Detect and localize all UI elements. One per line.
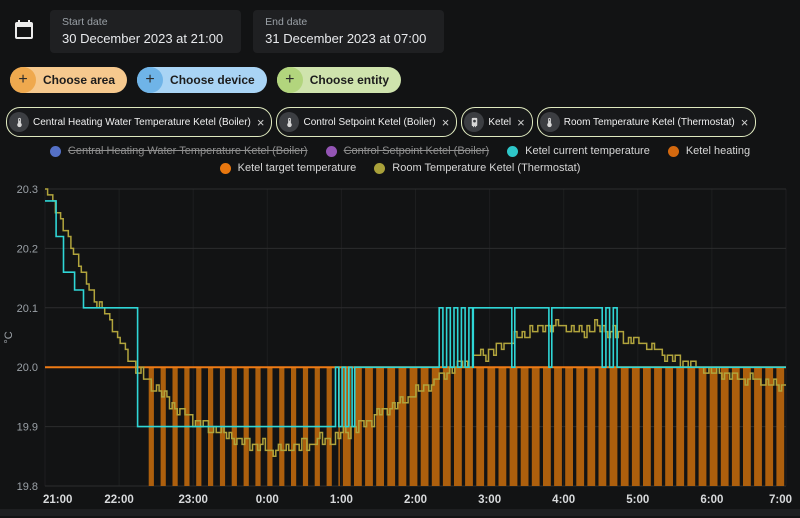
legend-label: Ketel heating [685, 145, 751, 157]
close-icon[interactable]: × [740, 114, 749, 130]
legend-row-2: Ketel target temperature Room Temperature… [0, 162, 800, 174]
legend-item[interactable]: Ketel heating [667, 145, 751, 157]
close-icon[interactable]: × [517, 114, 525, 130]
chart-legend: Central Heating Water Temperature Ketel … [0, 145, 800, 174]
svg-text:1:00: 1:00 [330, 494, 353, 506]
end-date-value: 31 December 2023 at 07:00 [265, 31, 427, 46]
entity-pill-label: Ketel [488, 116, 512, 128]
series-color-dot [325, 145, 337, 157]
svg-text:5:00: 5:00 [626, 494, 649, 506]
svg-text:20.0: 20.0 [17, 362, 38, 374]
legend-item[interactable]: Central Heating Water Temperature Ketel … [49, 145, 308, 157]
picker-chips: + Choose area + Choose device + Choose e… [10, 67, 800, 93]
start-date-field[interactable]: Start date 30 December 2023 at 21:00 [50, 10, 242, 53]
entity-pill[interactable]: Room Temperature Ketel (Thermostat) × [536, 107, 757, 137]
legend-label: Room Temperature Ketel (Thermostat) [392, 162, 581, 174]
svg-text:°C: °C [3, 331, 15, 343]
legend-item[interactable]: Ketel target temperature [219, 162, 357, 174]
choose-entity-button[interactable]: + Choose entity [276, 67, 402, 93]
entity-pill[interactable]: Control Setpoint Ketel (Boiler) × [276, 107, 458, 137]
svg-text:2:00: 2:00 [404, 494, 427, 506]
entity-pill-label: Central Heating Water Temperature Ketel … [33, 116, 251, 128]
svg-text:20.3: 20.3 [17, 184, 38, 196]
svg-text:7:00: 7:00 [769, 494, 792, 506]
calendar-icon [12, 18, 36, 45]
series-color-dot [374, 162, 386, 174]
svg-text:6:00: 6:00 [700, 494, 723, 506]
choose-area-button[interactable]: + Choose area [10, 67, 128, 93]
entity-pill[interactable]: Central Heating Water Temperature Ketel … [6, 107, 273, 137]
calendar-button[interactable] [10, 16, 38, 47]
thermometer-icon [539, 112, 560, 132]
chip-label: Choose entity [309, 73, 390, 87]
plus-icon: + [10, 67, 36, 93]
svg-text:22:00: 22:00 [104, 494, 133, 506]
start-date-label: Start date [62, 16, 108, 28]
end-date-field[interactable]: End date 31 December 2023 at 07:00 [253, 10, 445, 53]
series-color-dot [49, 145, 61, 157]
boiler-icon [464, 112, 485, 132]
svg-text:4:00: 4:00 [552, 494, 575, 506]
thermometer-icon [9, 112, 29, 132]
entity-pill[interactable]: Ketel × [461, 107, 533, 137]
plus-icon: + [276, 67, 303, 93]
legend-label: Control Setpoint Ketel (Boiler) [343, 145, 490, 157]
legend-item[interactable]: Control Setpoint Ketel (Boiler) [325, 145, 490, 157]
history-chart: 20.3 20.2 20.1 20.0 19.9 19.8 21:00 22:00 23:00 0… [0, 179, 800, 518]
svg-text:0:00: 0:00 [256, 494, 279, 506]
legend-item[interactable]: Ketel current temperature [507, 145, 650, 157]
legend-row-1: Central Heating Water Temperature Ketel … [0, 145, 800, 157]
end-date-label: End date [265, 16, 308, 28]
selected-entities: Central Heating Water Temperature Ketel … [6, 107, 800, 137]
chip-label: Choose area [43, 73, 116, 87]
svg-text:19.9: 19.9 [17, 422, 38, 434]
legend-label: Central Heating Water Temperature Ketel … [67, 145, 308, 157]
svg-text:21:00: 21:00 [43, 494, 72, 506]
close-icon[interactable]: × [256, 114, 265, 130]
legend-label: Ketel current temperature [525, 145, 650, 157]
plus-icon: + [137, 67, 164, 93]
svg-text:20.1: 20.1 [17, 303, 38, 315]
entity-pill-label: Room Temperature Ketel (Thermostat) [563, 116, 735, 128]
legend-item[interactable]: Room Temperature Ketel (Thermostat) [374, 162, 580, 174]
svg-text:23:00: 23:00 [178, 494, 207, 506]
date-range-bar: Start date 30 December 2023 at 21:00 End… [0, 0, 800, 53]
svg-text:3:00: 3:00 [478, 494, 501, 506]
horizontal-scrollbar[interactable] [0, 509, 800, 516]
chip-label: Choose device [170, 73, 255, 87]
svg-text:19.8: 19.8 [17, 481, 38, 493]
start-date-value: 30 December 2023 at 21:00 [62, 31, 224, 46]
legend-label: Ketel target temperature [237, 162, 357, 174]
series-color-dot [219, 162, 231, 174]
series-color-dot [667, 145, 679, 157]
choose-device-button[interactable]: + Choose device [137, 67, 267, 93]
svg-text:20.2: 20.2 [17, 243, 38, 255]
history-chart-svg[interactable]: 20.3 20.2 20.1 20.0 19.9 19.8 21:00 22:00 23:00 0… [0, 179, 800, 513]
close-icon[interactable]: × [441, 114, 450, 130]
thermostat-icon [279, 112, 300, 132]
series-color-dot [507, 145, 519, 157]
entity-pill-label: Control Setpoint Ketel (Boiler) [303, 116, 436, 128]
